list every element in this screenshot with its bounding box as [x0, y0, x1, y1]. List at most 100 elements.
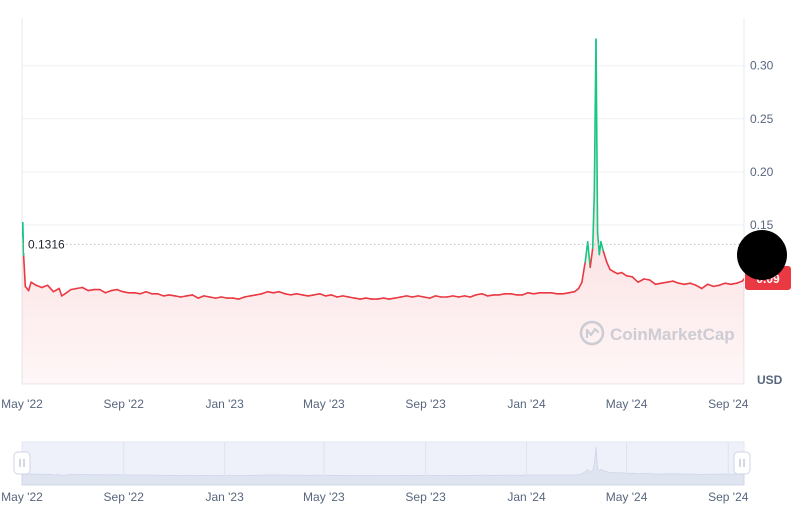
series-line-segment [463, 295, 472, 298]
series-line-segment [567, 290, 576, 294]
series-line-segment [480, 292, 489, 297]
series-line-segment [22, 255, 27, 288]
navigator-grid [123, 442, 729, 485]
series-line-segment [695, 284, 703, 290]
watermark-text: CoinMarketCap [610, 325, 735, 344]
series-line-segment [318, 292, 327, 297]
series-line-segment [22, 221, 25, 258]
series-line-segment [595, 38, 599, 234]
series-line-segment [243, 295, 252, 298]
x-tick-label: May '24 [606, 397, 648, 411]
series-line-segment [735, 280, 744, 285]
series-line-segment [301, 294, 310, 297]
series-line-segment [729, 282, 738, 286]
series-line-segment [191, 294, 199, 299]
x-tick-label: Sep '23 [405, 397, 446, 411]
series-line-segment [232, 297, 240, 300]
series-line-segment [35, 284, 43, 289]
series-line-segment [399, 295, 408, 298]
navigator-minichart [21, 447, 745, 486]
series-line-segment [457, 295, 466, 298]
series-line-segment [122, 290, 130, 294]
series-line-segment [174, 295, 182, 298]
series-line-segment [423, 296, 431, 299]
series-line-segment [116, 288, 124, 293]
series-line-segment [266, 290, 275, 294]
navigator-x-tick-label: Jan '24 [507, 490, 546, 504]
series-line-segment [58, 287, 63, 297]
series-line-segment [365, 297, 373, 300]
navigator-area [21, 447, 745, 486]
series-line-segment [586, 241, 592, 269]
area-layer [22, 38, 744, 384]
series-line-segment [533, 291, 541, 295]
navigator-x-tick-label: Sep '24 [708, 490, 749, 504]
series-line-segment [353, 297, 362, 300]
x-axis: May '22 Sep '22 Jan '23 May '23 Sep '23 Jan '… [1, 397, 749, 411]
series-line-segment [527, 291, 535, 295]
series-line-segment [498, 292, 506, 296]
series-line-segment [168, 294, 176, 297]
series-line-segment [577, 281, 583, 290]
reference-label: 0.1316 [28, 237, 65, 251]
series-line-segment [220, 296, 228, 299]
series-line-segment [359, 297, 367, 300]
navigator-x-tick-label: May '23 [303, 490, 345, 504]
series-line-segment [724, 282, 732, 286]
series-line-segment [336, 295, 344, 298]
series-line-segment [620, 271, 628, 277]
series-area [22, 39, 744, 384]
series-line-segment [87, 288, 95, 292]
series-line-segment [434, 295, 443, 298]
series-line-segment [70, 287, 78, 291]
series-line-segment [411, 295, 419, 298]
series-line-segment [104, 289, 113, 294]
x-tick-label: Jan '24 [507, 397, 546, 411]
series-line-segment [706, 283, 715, 288]
series-line-segment [284, 292, 292, 296]
series-line-segment [428, 295, 437, 299]
series-line-segment [677, 282, 686, 286]
cursor-circle[interactable] [737, 230, 787, 280]
series-line-segment [388, 297, 396, 300]
series-line-segment [712, 284, 721, 288]
navigator-x-tick-label: Sep '22 [104, 490, 145, 504]
series-line-segment [521, 291, 529, 296]
series-line-segment [260, 290, 269, 295]
navigator-right-handle[interactable] [733, 451, 751, 475]
series-line-segment [203, 295, 211, 298]
series-line-segment [98, 288, 107, 294]
navigator-left-handle[interactable] [13, 451, 31, 475]
series-line-segment [52, 287, 61, 293]
series-line-segment [81, 286, 89, 292]
series-line-segment [700, 283, 709, 290]
series-line-segment [330, 294, 338, 298]
watermark: CoinMarketCap [579, 320, 735, 346]
series-line-segment [278, 290, 286, 295]
series-line-segment [46, 284, 55, 293]
gridlines [22, 65, 744, 226]
series-line-segment [376, 297, 385, 300]
series-line-segment [156, 292, 165, 297]
series-line-segment [672, 280, 680, 285]
navigator-x-tick-label: May '22 [1, 490, 43, 504]
series-line-segment [133, 291, 142, 295]
series-line-segment [162, 294, 170, 297]
x-tick-label: Jan '23 [205, 397, 244, 411]
series-line-segment [417, 295, 425, 298]
currency-label: USD [757, 373, 783, 387]
series-line-segment [605, 261, 611, 271]
series-line-segment [295, 292, 304, 296]
series-line-segment [666, 280, 674, 284]
series-line-segment [313, 292, 321, 296]
y-tick-label: 0.15 [750, 218, 774, 232]
series-line-segment [581, 261, 587, 284]
series-line-segment [637, 278, 645, 284]
series-line-segment [648, 279, 657, 286]
y-tick-label: 0.25 [750, 112, 774, 126]
series-line-segment [64, 288, 72, 295]
series-line-segment [689, 282, 697, 287]
series-line-segment [347, 296, 356, 299]
y-tick-label: 0.30 [750, 59, 774, 73]
